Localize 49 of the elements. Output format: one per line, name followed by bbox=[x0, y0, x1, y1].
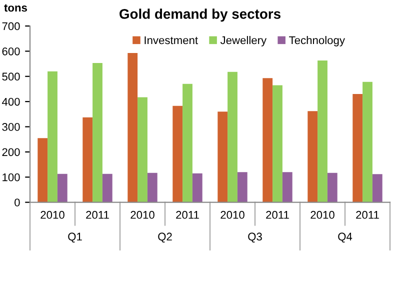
text: Q4 bbox=[338, 232, 352, 243]
bar bbox=[172, 106, 183, 202]
bar bbox=[138, 97, 148, 202]
x-tick-label: 2010 bbox=[130, 210, 154, 219]
x-tick-label: 2011 bbox=[356, 210, 379, 219]
y-tick-label: 200 bbox=[2, 148, 20, 156]
x-tick-label: 2010 bbox=[310, 210, 334, 219]
y-tick-label: 0 bbox=[14, 198, 20, 206]
y-tick-label: 300 bbox=[2, 123, 20, 131]
bar bbox=[282, 172, 292, 202]
bar bbox=[38, 138, 48, 202]
bar bbox=[308, 111, 318, 202]
bar bbox=[372, 174, 382, 202]
bar bbox=[102, 174, 112, 202]
x-tick-label: 2011 bbox=[86, 210, 109, 219]
bar bbox=[192, 173, 202, 202]
bar bbox=[147, 172, 158, 202]
bar bbox=[48, 71, 58, 202]
bar bbox=[82, 117, 93, 202]
bar bbox=[92, 63, 102, 202]
x-tick-label: 2010 bbox=[40, 210, 64, 219]
x-tick-label: 2011 bbox=[266, 210, 289, 219]
bar bbox=[237, 172, 248, 202]
text: Q1 bbox=[68, 232, 82, 243]
y-tick-label: 400 bbox=[2, 98, 20, 106]
bar bbox=[182, 84, 192, 202]
bar bbox=[262, 78, 273, 202]
y-tick-label: 500 bbox=[2, 72, 20, 81]
bar bbox=[362, 82, 372, 202]
bar bbox=[57, 174, 68, 202]
bar bbox=[228, 72, 238, 202]
legend-label: Technology bbox=[289, 36, 345, 46]
bar bbox=[318, 60, 328, 202]
legend-label: Investment bbox=[144, 36, 198, 44]
legend-label: Jewellery bbox=[220, 36, 267, 46]
x-tick-label: 2011 bbox=[176, 210, 199, 219]
x-tick-label: 2010 bbox=[220, 210, 244, 219]
bar bbox=[352, 94, 363, 202]
bar bbox=[327, 172, 338, 202]
bar bbox=[272, 85, 282, 202]
bar bbox=[218, 112, 228, 202]
y-tick-label: 100 bbox=[2, 173, 20, 182]
chart-title: Gold demand by sectors bbox=[120, 8, 280, 22]
text: Q2 bbox=[158, 232, 172, 243]
y-tick-label: 600 bbox=[2, 47, 20, 56]
bar bbox=[128, 52, 138, 202]
y-tick-label: 700 bbox=[2, 22, 20, 30]
text: Q3 bbox=[248, 232, 262, 243]
y-axis-title: tons bbox=[4, 4, 27, 12]
